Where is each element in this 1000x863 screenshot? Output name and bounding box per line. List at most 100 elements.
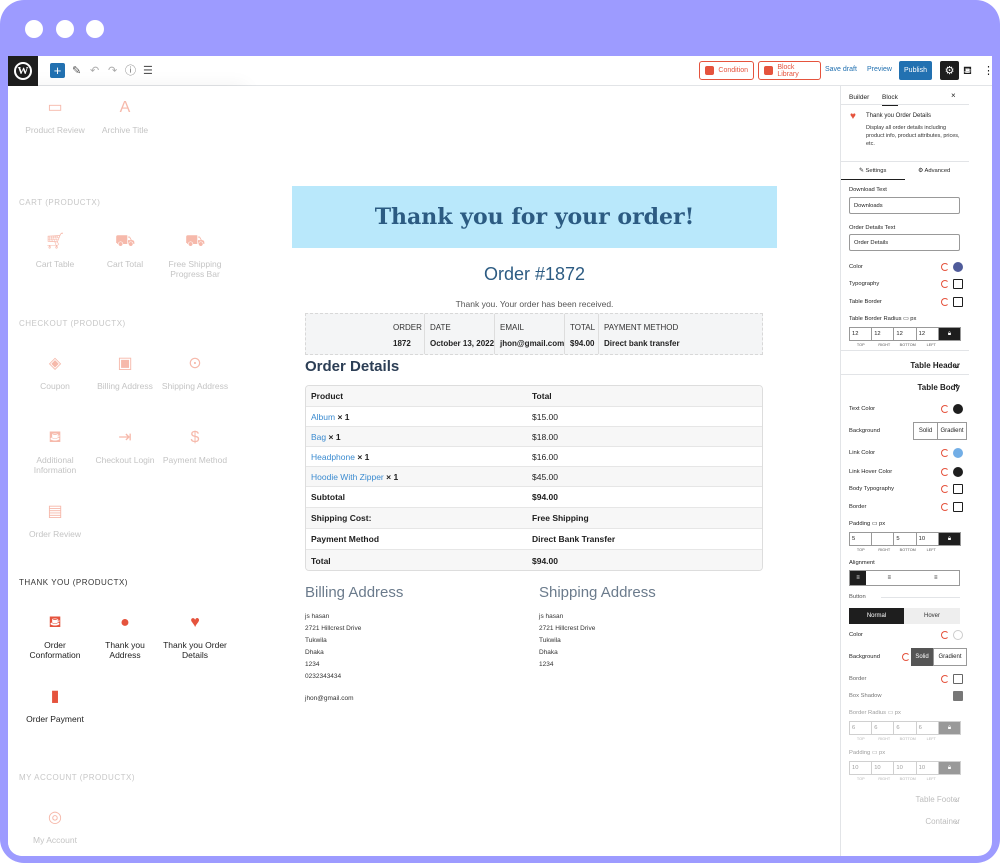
reset-icon[interactable] — [941, 468, 949, 476]
undo-icon[interactable]: ↶ — [90, 65, 100, 77]
basket-icon[interactable]: ⛾ — [963, 65, 972, 77]
edit-pencil-icon[interactable]: ✎ — [72, 65, 82, 77]
border-settings-icon[interactable] — [953, 502, 963, 512]
tab-advanced[interactable]: ⚙ Advanced — [918, 168, 951, 174]
lock-icon[interactable]: 🔒︎ — [937, 327, 962, 341]
save-draft-link[interactable]: Save draft — [825, 66, 857, 73]
reset-icon[interactable] — [941, 675, 949, 683]
block-thankyou-address[interactable]: ● Thank you Address — [105, 614, 145, 661]
block-checkout-login[interactable]: ⇥ Checkout Login — [95, 429, 155, 466]
publish-button[interactable]: Publish — [899, 61, 932, 80]
block-billing-address[interactable]: ▣ Billing Address — [97, 355, 153, 392]
billing-line: Tukwila — [305, 637, 327, 644]
block-inserter-panel: ▭ Product Review A Archive Title CART (PRO… — [8, 86, 242, 856]
product-link[interactable]: Album — [311, 411, 336, 422]
tab-settings[interactable]: ✎ Settings — [859, 168, 887, 174]
wordpress-logo-icon[interactable]: W — [8, 56, 38, 86]
preview-link[interactable]: Preview — [867, 66, 892, 73]
button-padding-inputs[interactable]: 10 10 10 10 🔒︎ — [849, 761, 962, 775]
reset-icon[interactable] — [941, 631, 949, 639]
border-settings-icon[interactable] — [953, 674, 963, 684]
align-left-icon[interactable]: ≡ — [850, 571, 866, 585]
redo-icon[interactable]: ↷ — [108, 65, 118, 77]
block-archive-title[interactable]: A Archive Title — [101, 99, 149, 136]
button-state-toggle[interactable]: Normal Hover — [849, 608, 960, 624]
reset-icon[interactable] — [941, 280, 949, 288]
block-product-review[interactable]: ▭ Product Review — [25, 99, 85, 136]
button-padding-label: Padding ▭ px — [849, 750, 886, 756]
more-options-icon[interactable]: ⋮ — [983, 65, 992, 77]
lock-icon[interactable]: 🔒︎ — [937, 721, 962, 735]
block-order-payment[interactable]: ▮ Order Payment — [26, 688, 84, 725]
summary-email: EMAIL jhon@gmail.com — [494, 314, 564, 354]
list-view-icon[interactable]: ☰ — [143, 65, 153, 77]
block-thankyou-order-details[interactable]: ♥ Thank you Order Details — [163, 614, 227, 661]
info-icon[interactable]: ⓘ — [125, 65, 136, 77]
block-payment-method[interactable]: $ Payment Method — [162, 429, 228, 466]
condition-button[interactable]: Condition — [699, 61, 754, 80]
button-background-toggle[interactable]: Solid Gradient — [901, 648, 967, 666]
product-link[interactable]: Bag — [311, 431, 327, 442]
summary-date: DATE October 13, 2022 — [424, 314, 494, 354]
billing-icon: ▣ — [117, 355, 133, 372]
background-type-toggle[interactable]: Solid Gradient — [913, 422, 967, 440]
table-row: Album × 1 $15.00 — [306, 407, 762, 427]
device-icon[interactable]: ▭ — [871, 521, 878, 527]
lock-icon[interactable]: 🔒︎ — [937, 532, 962, 546]
padding-inputs[interactable]: 5 5 10 🔒︎ — [849, 532, 962, 546]
block-order-review[interactable]: ▤ Order Review — [29, 503, 81, 540]
billing-line: 1234 — [305, 661, 320, 668]
typography-settings-icon[interactable] — [953, 279, 963, 289]
color-swatch[interactable] — [953, 448, 963, 458]
order-details-text-input[interactable]: Order Details — [849, 234, 960, 251]
align-center-icon[interactable]: ≡ — [887, 575, 891, 581]
border-settings-icon[interactable] — [953, 297, 963, 307]
block-coupon[interactable]: ◈ Coupon — [40, 355, 70, 392]
color-swatch[interactable] — [953, 630, 963, 640]
radius-inputs[interactable]: 12 12 12 12 🔒︎ — [849, 327, 962, 341]
reset-icon[interactable] — [941, 485, 949, 493]
reset-icon[interactable] — [901, 648, 911, 666]
tab-builder[interactable]: Builder — [849, 94, 870, 101]
reset-icon[interactable] — [941, 298, 949, 306]
block-shipping-address[interactable]: ⊙ Shipping Address — [161, 355, 229, 392]
reset-icon[interactable] — [941, 503, 949, 511]
typography-settings-icon[interactable] — [953, 484, 963, 494]
thankyou-banner[interactable]: Thank you for your order! — [292, 186, 777, 248]
block-free-shipping[interactable]: ⛟ Free Shipping Progress Bar — [168, 233, 222, 280]
color-swatch[interactable] — [953, 262, 963, 272]
color-swatch[interactable] — [953, 404, 963, 414]
block-library-button[interactable]: Block Library — [758, 61, 821, 80]
block-cart-total[interactable]: ⛟ Cart Total — [106, 233, 144, 270]
download-text-input[interactable]: Downloads — [849, 197, 960, 214]
device-icon[interactable]: ▭ — [903, 316, 909, 322]
reset-icon[interactable] — [941, 405, 949, 413]
settings-gear-icon[interactable]: ⚙ — [940, 61, 959, 80]
shipping-address-heading: Shipping Address — [539, 584, 656, 601]
product-link[interactable]: Headphone — [311, 451, 355, 462]
billing-line: js hasan — [305, 613, 330, 620]
alignment-toggle[interactable]: ≡ ≡ ≡ — [849, 570, 960, 586]
product-link[interactable]: Hoodie With Zipper — [311, 471, 384, 482]
tab-block[interactable]: Block — [882, 94, 898, 106]
align-right-icon[interactable]: ≡ — [933, 575, 938, 581]
shadow-settings-icon[interactable] — [953, 691, 963, 701]
reset-icon[interactable] — [941, 263, 949, 271]
device-icon[interactable]: ▭ — [887, 710, 894, 716]
billing-line: Dhaka — [305, 649, 324, 656]
block-additional-information[interactable]: ⛾ Additional Information — [33, 429, 77, 476]
condition-icon — [705, 66, 715, 75]
device-icon[interactable]: ▭ — [871, 750, 878, 756]
block-my-account[interactable]: ◎ My Account — [33, 809, 77, 846]
reset-icon[interactable] — [941, 449, 949, 457]
block-order-conformation[interactable]: ⛾ Order Conformation — [29, 614, 81, 661]
block-cart-table[interactable]: 🛒︎ Cart Table — [35, 233, 75, 270]
button-border-label: Border — [849, 676, 867, 682]
color-swatch[interactable] — [953, 467, 963, 477]
button-radius-inputs[interactable]: 6 6 6 6 🔒︎ — [849, 721, 962, 735]
close-icon[interactable]: × — [951, 91, 956, 100]
add-block-button[interactable]: + — [50, 63, 65, 78]
cart-total-icon: ⛟ — [114, 233, 136, 250]
lock-icon[interactable]: 🔒︎ — [937, 761, 962, 775]
